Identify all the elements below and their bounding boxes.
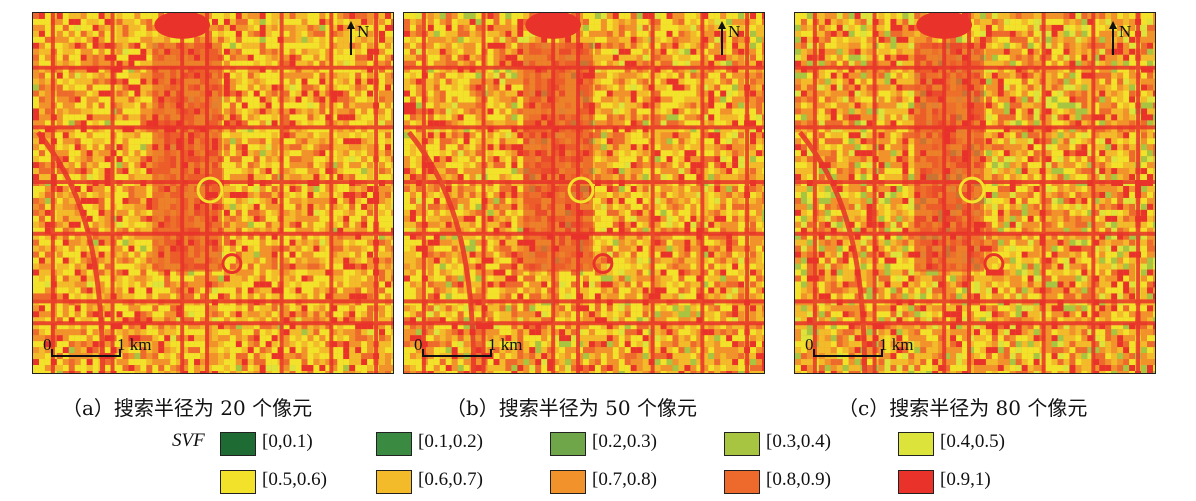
legend-range: [0.5,0.6) [262, 469, 327, 490]
legend-range: [0.1,0.2) [418, 431, 483, 452]
legend-swatch [550, 470, 586, 494]
legend-swatch [898, 432, 934, 456]
scale-unit-label: 1 km [879, 335, 914, 354]
scale-unit-label: 1 km [488, 335, 523, 354]
legend-swatch [724, 432, 760, 456]
legend-swatch [550, 432, 586, 456]
north-arrow-icon [1109, 21, 1117, 29]
north-label: N [728, 22, 741, 41]
map-panel-c: N 0 1 km [794, 12, 1156, 374]
legend-swatch [898, 470, 934, 494]
north-arrow-icon [347, 21, 355, 29]
legend-swatch [376, 470, 412, 494]
legend-title: SVF [172, 430, 205, 451]
legend-range: [0,0.1) [262, 431, 313, 452]
scale-zero-label: 0 [43, 335, 52, 354]
scale-bar: 0 1 km [414, 335, 544, 361]
north-arrow: N [347, 21, 377, 59]
caption-c: （c）搜索半径为 80 个像元 [838, 396, 1088, 420]
scale-zero-label: 0 [805, 335, 814, 354]
legend-range: [0.3,0.4) [766, 431, 831, 452]
legend-range: [0.9,1) [940, 469, 991, 490]
svf-legend: SVF [0,0.1) [0.1,0.2) [0.2,0.3) [0.3,0.4… [168, 428, 1032, 500]
north-arrow: N [1109, 21, 1139, 59]
scale-zero-label: 0 [414, 335, 423, 354]
caption-b: （b）搜索半径为 50 个像元 [446, 396, 697, 420]
svf-map-b [404, 13, 764, 373]
legend-swatch [220, 432, 256, 456]
map-panel-b: N 0 1 km [403, 12, 765, 374]
legend-range: [0.4,0.5) [940, 431, 1005, 452]
legend-range: [0.7,0.8) [592, 469, 657, 490]
north-arrow-icon [718, 21, 726, 29]
map-panel-a: N 0 1 km [32, 12, 394, 374]
caption-a: （a）搜索半径为 20 个像元 [62, 396, 313, 420]
legend-range: [0.6,0.7) [418, 469, 483, 490]
north-arrow: N [718, 21, 748, 59]
svf-map-c [795, 13, 1155, 373]
svf-map-a [33, 13, 393, 373]
legend-range: [0.8,0.9) [766, 469, 831, 490]
legend-swatch [724, 470, 760, 494]
legend-range: [0.2,0.3) [592, 431, 657, 452]
legend-swatch [220, 470, 256, 494]
scale-bar: 0 1 km [43, 335, 173, 361]
north-label: N [357, 22, 370, 41]
north-label: N [1119, 22, 1132, 41]
scale-unit-label: 1 km [117, 335, 152, 354]
scale-bar: 0 1 km [805, 335, 935, 361]
legend-swatch [376, 432, 412, 456]
